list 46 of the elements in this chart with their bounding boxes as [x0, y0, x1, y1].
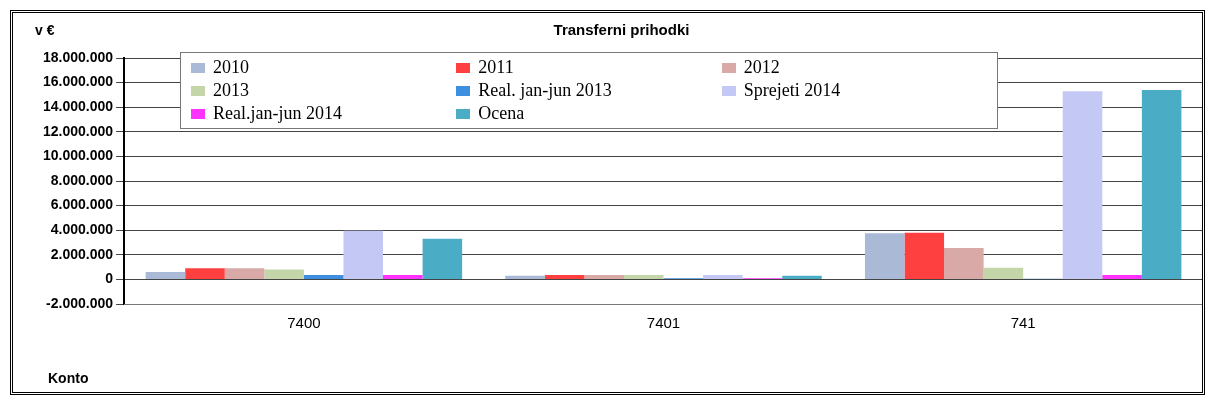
y-tick-label: 14.000.000 — [42, 98, 114, 115]
bar — [983, 267, 1024, 279]
y-tick-label: -2.000.000 — [46, 294, 114, 311]
y-tick-label: 18.000.000 — [42, 48, 114, 65]
legend-label: Sprejeti 2014 — [743, 80, 841, 101]
bar — [505, 275, 545, 279]
bar — [422, 238, 463, 279]
bar — [864, 233, 905, 279]
x-axis-title: Konto — [48, 369, 89, 386]
bar — [343, 230, 384, 279]
bar — [584, 275, 624, 279]
legend-label: Real. jan-jun 2013 — [478, 80, 612, 101]
bar — [782, 275, 822, 279]
y-tick-label: 12.000.000 — [42, 122, 114, 139]
legend-label: 2012 — [743, 57, 780, 78]
bar — [703, 275, 743, 279]
bar — [145, 272, 186, 279]
x-tick-label: 7400 — [287, 314, 321, 332]
y-axis-title: v € — [35, 21, 55, 38]
bar — [904, 232, 945, 279]
y-tick-label: 16.000.000 — [42, 73, 114, 90]
y-tick-label: 10.000.000 — [42, 147, 114, 164]
bar — [303, 275, 344, 279]
bar — [224, 268, 265, 279]
legend-label: Ocena — [478, 103, 525, 124]
legend-label: 2011 — [478, 57, 514, 78]
x-tick-label: 741 — [1010, 314, 1036, 332]
legend-label: Real.jan-jun 2014 — [213, 103, 342, 124]
chart-title: Transferni prihodki — [553, 21, 690, 39]
y-tick-label: 8.000.000 — [50, 171, 114, 188]
bar — [623, 275, 664, 279]
y-tick-label: 2.000.000 — [50, 245, 114, 262]
legend-label: 2010 — [213, 57, 249, 78]
x-tick-label: 7401 — [646, 314, 681, 332]
bar — [383, 275, 423, 279]
bar — [1102, 275, 1142, 279]
y-tick-label: 0 — [105, 270, 114, 287]
y-tick-label: 4.000.000 — [50, 221, 114, 238]
bar — [1141, 89, 1182, 279]
bar — [185, 268, 225, 279]
legend-label: 2013 — [213, 80, 249, 101]
bar — [264, 269, 304, 279]
y-tick-label: 6.000.000 — [50, 196, 114, 213]
bar — [1062, 91, 1103, 279]
bar — [544, 275, 585, 279]
bar — [944, 248, 984, 279]
